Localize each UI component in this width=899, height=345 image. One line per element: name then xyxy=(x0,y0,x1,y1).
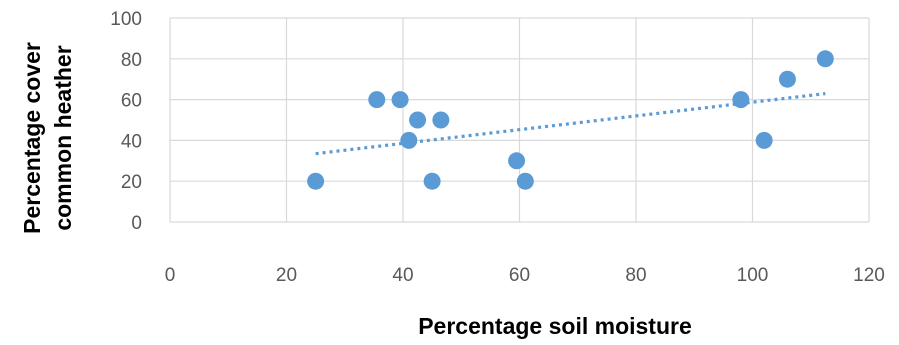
x-axis-title: Percentage soil moisture xyxy=(418,313,692,339)
data-point xyxy=(432,111,450,129)
data-point xyxy=(732,91,750,109)
y-axis-title-line-1: Percentage cover xyxy=(19,42,45,234)
x-tick-label: 20 xyxy=(276,265,297,286)
x-tick-label: 40 xyxy=(392,265,413,286)
data-point xyxy=(409,111,427,129)
x-axis-tick-labels: 0 20 40 60 80 100 120 xyxy=(165,265,885,286)
data-point xyxy=(778,70,796,88)
y-tick-label: 20 xyxy=(121,172,142,193)
data-point xyxy=(508,152,526,170)
y-tick-label: 100 xyxy=(110,9,142,30)
grid-lines xyxy=(169,17,870,223)
y-tick-label: 60 xyxy=(121,91,142,112)
trendline xyxy=(315,92,826,156)
x-tick-label: 60 xyxy=(509,265,530,286)
x-tick-label: 0 xyxy=(165,265,176,286)
y-axis-tick-labels: 0 20 40 60 80 100 xyxy=(110,9,142,234)
data-point xyxy=(816,50,834,68)
data-point xyxy=(368,91,386,109)
trendline-group xyxy=(315,92,826,156)
data-point xyxy=(400,131,418,149)
y-tick-label: 80 xyxy=(121,50,142,71)
x-tick-label: 80 xyxy=(625,265,646,286)
x-tick-label: 100 xyxy=(737,265,769,286)
data-point xyxy=(391,91,409,109)
x-tick-label: 120 xyxy=(853,265,885,286)
y-axis-title-line-2: common heather xyxy=(50,45,76,230)
data-point xyxy=(307,172,325,190)
data-point xyxy=(755,131,773,149)
y-tick-label: 0 xyxy=(131,213,142,234)
data-points xyxy=(307,50,834,190)
y-axis-title: Percentage cover common heather xyxy=(19,42,76,234)
data-point xyxy=(423,172,441,190)
y-tick-label: 40 xyxy=(121,131,142,152)
data-point xyxy=(516,172,534,190)
